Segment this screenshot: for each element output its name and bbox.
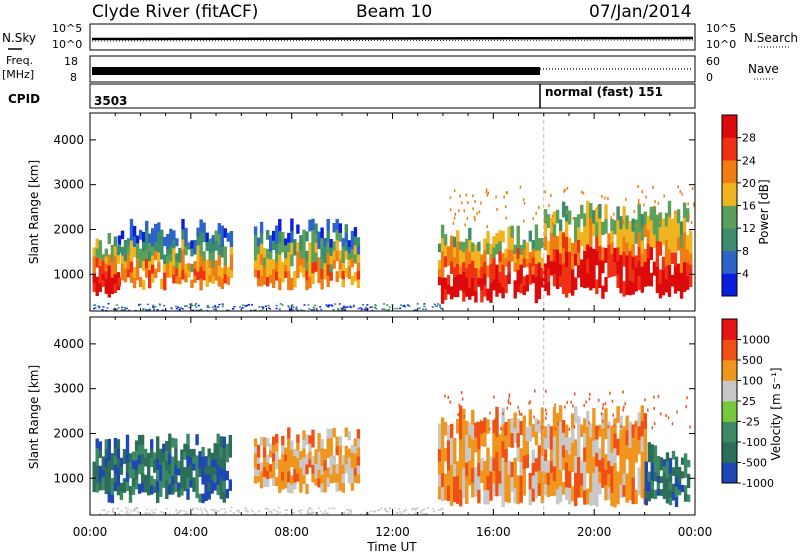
xtick-label: 16:00 [476,525,511,539]
power-colorbar-swatch [722,137,737,161]
velocity-colorbar-tick: -1000 [742,477,774,490]
velocity-ytick-label: 2000 [53,426,84,440]
power-echo-region [117,218,234,291]
x-axis-ticks: 00:00 04:00 08:00 12:00 16:00 20:00 00:00 [73,525,713,539]
power-colorbar: 28 24 20 16 12 8 4 [721,114,756,297]
xlabel: Time UT [366,540,417,554]
power-ytick-label: 2000 [53,222,84,236]
power-colorbar-swatch [722,273,737,297]
power-colorbar-tick: 20 [742,177,756,190]
nave-tick-bottom: 0 [706,71,713,84]
nsky-panel: N.Sky 10^5 10^0 10^5 10^0 N.Search [2,22,798,51]
velocity-cbar-label: Velocity [m s⁻¹] [769,367,783,460]
power-colorbar-swatch [722,160,737,184]
nsearch-tick-top: 10^5 [706,22,736,35]
power-ground-scatter [93,184,695,311]
velocity-colorbar-swatch [722,360,737,381]
date-title: 07/Jan/2014 [589,2,692,22]
velocity-colorbar: 1000 500 100 25 -25 -100 -500 -1000 [721,318,774,490]
freq-label: Freq. [6,54,33,67]
nsky-tick-bottom: 10^0 [52,38,82,51]
cpid-panel: CPID 3503 normal (fast) 151 [8,83,696,109]
cpid-seg1: 3503 [94,94,127,108]
power-ytick-label: 3000 [53,178,84,192]
freq-tick-bottom: 8 [70,71,77,84]
velocity-ytick-label: 4000 [53,337,84,351]
velocity-colorbar-swatch [722,319,737,340]
power-ytick-label: 4000 [53,133,84,147]
velocity-colorbar-swatch [722,462,737,484]
power-ylabel: Slant Range [km] [27,160,41,264]
nave-label: Nave [748,62,779,76]
power-colorbar-swatch [722,205,737,229]
power-panel: 4000 3000 2000 1000 [53,112,696,312]
freq-tick-top: 18 [64,55,78,68]
power-colorbar-tick: 24 [742,154,756,167]
power-echo-region [437,224,545,304]
xtick-label: 12:00 [375,525,410,539]
nsearch-trace [91,39,694,42]
velocity-ytick-label: 3000 [53,382,84,396]
velocity-colorbar-tick: -500 [742,457,767,470]
beam-title: Beam 10 [356,2,432,22]
nsky-trace [91,36,694,41]
power-colorbar-tick: 8 [742,245,749,258]
nsearch-tick-bottom: 10^0 [706,38,736,51]
power-colorbar-tick: 4 [742,267,749,280]
xtick-label: 20:00 [577,525,612,539]
velocity-echo-region [253,427,361,495]
velocity-echo-region [644,442,691,507]
velocity-colorbar-swatch [722,421,737,443]
velocity-colorbar-tick: -25 [742,416,760,429]
cpid-label: CPID [8,92,40,106]
power-colorbar-tick: 16 [742,200,756,213]
freq-trace [92,67,540,75]
velocity-panel: 4000 3000 2000 1000 [53,316,696,516]
power-echo-region [543,200,693,299]
velocity-colorbar-swatch [722,401,737,422]
power-colorbar-swatch [722,228,737,251]
power-colorbar-swatch [722,182,737,206]
xtick-label: 04:00 [174,525,209,539]
velocity-ylabel: Slant Range [km] [27,365,41,469]
xtick-label: 08:00 [274,525,309,539]
freq-unit: [MHz] [2,68,34,81]
cpid-seg2: normal (fast) 151 [545,85,663,99]
velocity-echo-region [437,405,647,508]
power-colorbar-swatch [722,115,737,138]
xtick-label: 00:00 [678,525,713,539]
velocity-colorbar-tick: 1000 [742,334,770,347]
station-title: Clyde River (fitACF) [92,2,258,22]
power-echo-region [253,218,361,291]
freq-panel: Freq. [MHz] 18 8 60 0 Nave [2,54,779,84]
nsky-tick-top: 10^5 [52,22,82,35]
velocity-colorbar-swatch [722,442,737,463]
velocity-colorbar-tick: 500 [742,354,763,367]
velocity-ytick-label: 1000 [53,471,84,485]
velocity-echo-region [92,433,232,504]
velocity-ground-scatter [99,389,691,515]
power-ytick-label: 1000 [53,267,84,281]
velocity-colorbar-tick: -100 [742,436,767,449]
power-colorbar-tick: 28 [742,132,756,145]
velocity-colorbar-tick: 100 [742,375,763,388]
power-colorbar-swatch [722,250,737,274]
nsky-label: N.Sky [2,31,36,45]
nsearch-label: N.Search [744,31,798,45]
velocity-colorbar-tick: 25 [742,395,756,408]
xtick-label: 00:00 [73,525,108,539]
power-echo-region [92,233,121,298]
nave-tick-top: 60 [706,55,720,68]
velocity-colorbar-swatch [722,339,737,361]
velocity-colorbar-swatch [722,380,737,402]
power-cbar-label: Power [dB] [757,179,771,244]
power-colorbar-tick: 12 [742,222,756,235]
